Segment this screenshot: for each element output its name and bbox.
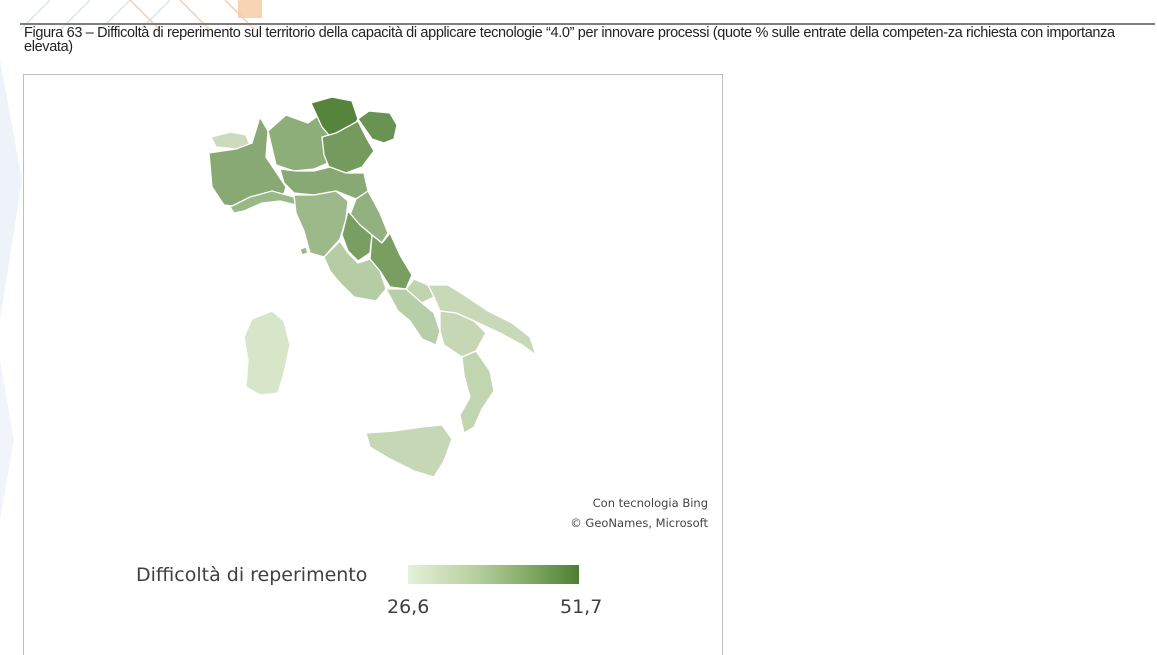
- region-friuli-venezia-giulia: [357, 110, 398, 144]
- legend-min-label: 26,6: [387, 596, 430, 618]
- region-calabria: [459, 350, 495, 434]
- region-piemonte: [208, 116, 287, 208]
- figure-caption: Figura 63 – Difficoltà di reperimento su…: [24, 25, 1115, 55]
- map-figure: Con tecnologia Bing © GeoNames, Microsof…: [23, 74, 723, 655]
- side-decoration: [0, 60, 22, 520]
- region-elba: [299, 246, 309, 256]
- region-umbria: [341, 210, 373, 262]
- region-liguria: [229, 190, 297, 214]
- italy-map: [208, 96, 537, 478]
- header-decoration: [19, 0, 262, 30]
- region-lazio: [323, 240, 387, 302]
- legend-title: Difficoltà di reperimento: [136, 564, 368, 586]
- region-abruzzo: [369, 232, 413, 290]
- header-rule: [20, 23, 1155, 25]
- region-sardegna: [243, 310, 291, 396]
- region-toscana: [293, 190, 349, 258]
- region-sicilia: [365, 424, 453, 478]
- legend-gradient-bar: [408, 565, 579, 584]
- map-attribution: Con tecnologia Bing © GeoNames, Microsof…: [570, 493, 708, 533]
- legend-max-label: 51,7: [560, 596, 603, 618]
- region-campania: [385, 288, 441, 346]
- attribution-line-1: Con tecnologia Bing: [592, 496, 708, 510]
- region-veneto: [321, 120, 375, 174]
- attribution-line-2: © GeoNames, Microsoft: [570, 516, 708, 530]
